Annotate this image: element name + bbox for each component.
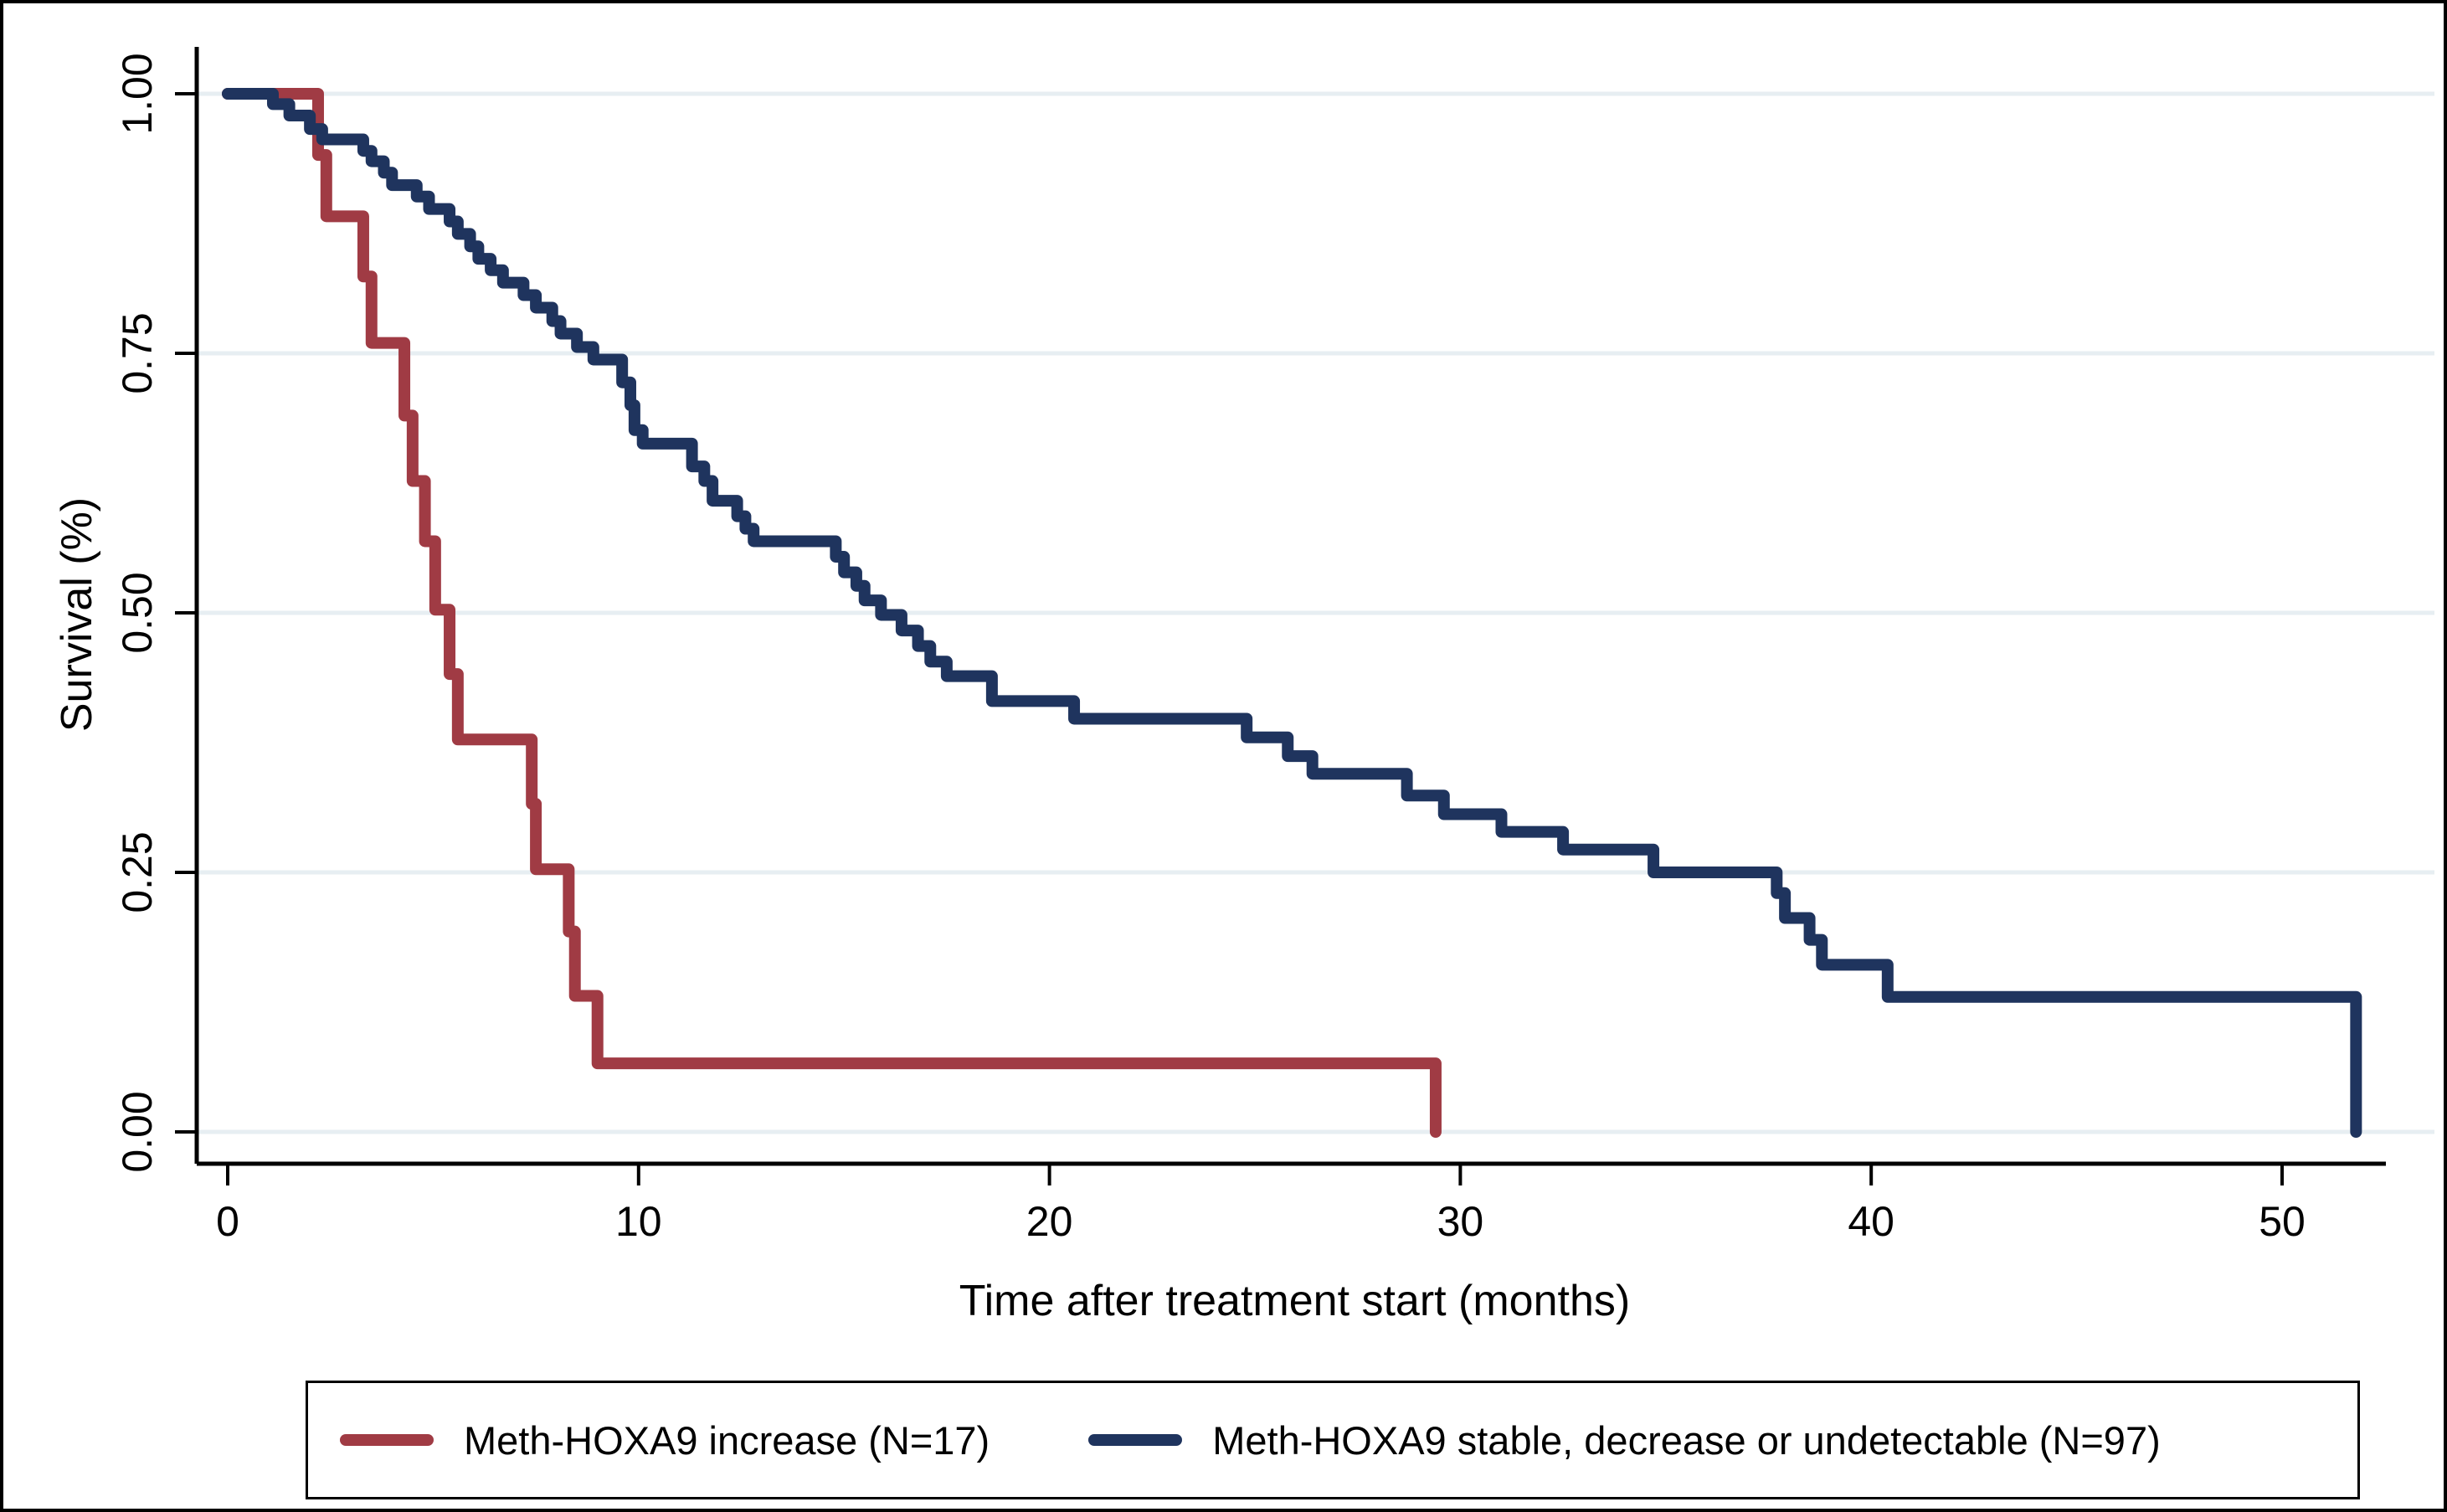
legend: Meth-HOXA9 increase (N=17) Meth-HOXA9 st… xyxy=(306,1381,2360,1499)
y-tick-label: 0.00 xyxy=(114,1091,161,1172)
x-tick-label: 50 xyxy=(2259,1198,2306,1245)
x-tick-label: 10 xyxy=(615,1198,662,1245)
x-tick-label: 20 xyxy=(1026,1198,1073,1245)
km-curve-stable xyxy=(222,88,2362,1138)
x-tick-label: 40 xyxy=(1848,1198,1894,1245)
legend-swatch-stable-icon xyxy=(1088,1434,1183,1446)
x-tick-label: 30 xyxy=(1437,1198,1484,1245)
y-tick-label: 0.50 xyxy=(114,572,161,653)
y-tick-label: 0.25 xyxy=(114,831,161,913)
legend-item-increase: Meth-HOXA9 increase (N=17) xyxy=(340,1417,990,1463)
x-axis-title: Time after treatment start (months) xyxy=(959,1277,1631,1325)
y-tick-label: 0.75 xyxy=(114,312,161,393)
survival-plot: 0.00 0.25 0.50 0.75 1.00 0 10 20 30 40 50 xyxy=(114,47,2434,1245)
x-tick-label: 0 xyxy=(216,1198,239,1245)
y-tick-label: 1.00 xyxy=(114,53,161,134)
y-axis-title: Survival (%) xyxy=(53,496,101,733)
km-curve-increase xyxy=(222,88,1442,1138)
legend-label-stable: Meth-HOXA9 stable, decrease or undetecta… xyxy=(1212,1417,2161,1463)
legend-swatch-increase-icon xyxy=(340,1434,434,1446)
legend-item-stable: Meth-HOXA9 stable, decrease or undetecta… xyxy=(1088,1417,2161,1463)
legend-label-increase: Meth-HOXA9 increase (N=17) xyxy=(464,1417,990,1463)
